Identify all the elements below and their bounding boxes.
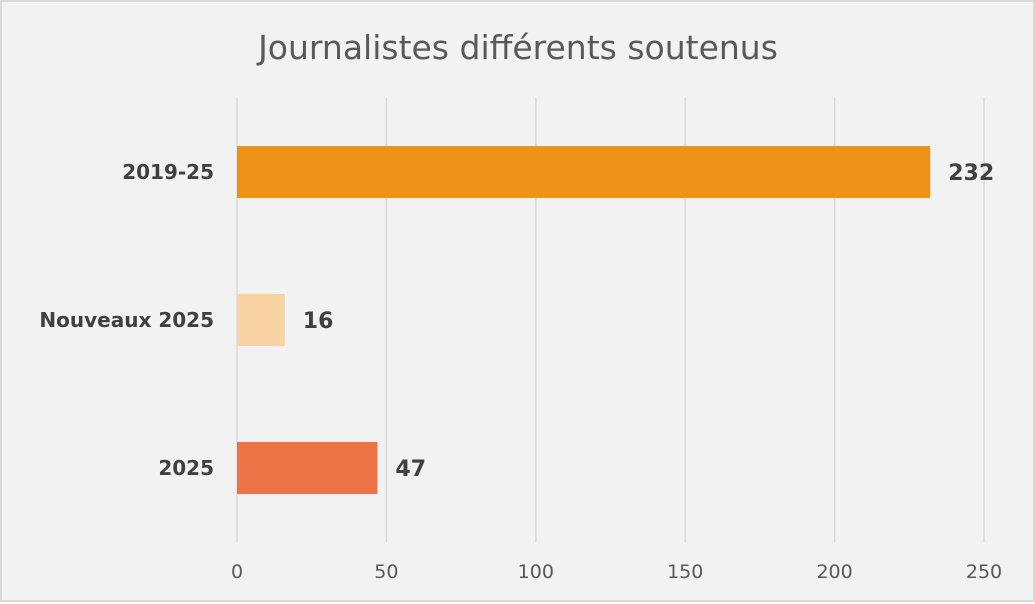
category-label: Nouveaux 2025 — [39, 308, 214, 332]
x-tick-label: 200 — [816, 561, 852, 583]
bars — [237, 146, 931, 494]
x-tick-label: 0 — [231, 561, 243, 583]
bar-0 — [237, 146, 931, 198]
data-labels: 232 16 47 — [303, 161, 994, 482]
data-label: 47 — [395, 457, 426, 482]
x-tick-label: 250 — [966, 561, 1002, 583]
category-label: 2025 — [158, 456, 214, 480]
bar-2 — [237, 442, 378, 494]
bar-1 — [237, 294, 285, 346]
chart-title: Journalistes différents soutenus — [256, 28, 778, 67]
x-tick-label: 150 — [667, 561, 703, 583]
x-tick-label: 50 — [374, 561, 398, 583]
category-labels: 2019-25 Nouveaux 2025 2025 — [39, 160, 214, 480]
x-tick-label: 100 — [518, 561, 554, 583]
data-label: 232 — [948, 161, 994, 186]
x-axis-tick-labels: 0 50 100 150 200 250 — [231, 561, 1002, 583]
data-label: 16 — [303, 309, 334, 334]
category-label: 2019-25 — [122, 160, 214, 184]
